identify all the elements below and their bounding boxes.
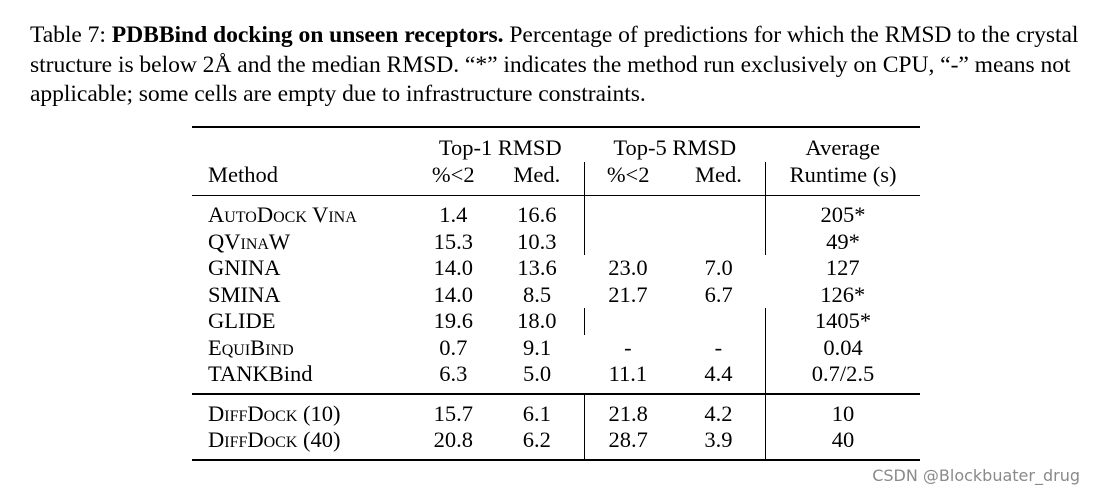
top5-pct-cell: 23.0 <box>608 255 648 280</box>
header-top1-med: Med. <box>490 161 585 196</box>
runtime-cell: 1405* <box>814 308 872 333</box>
top5-med-cell: 4.4 <box>671 361 767 394</box>
method-cell: SMINA <box>208 281 281 307</box>
table-row: QVinaW 15.3 10.3 49* <box>192 228 920 256</box>
table-row: TANKBind 6.3 5.0 11.1 4.4 0.7/2.5 <box>192 361 920 394</box>
top1-med-cell: 9.1 <box>522 334 552 360</box>
top1-pct-cell: 14.0 <box>433 281 473 307</box>
runtime-cell: 205* <box>820 202 866 227</box>
header-runtime-bottom: Runtime (s) <box>789 161 897 187</box>
caption-label: Table 7: <box>30 22 106 48</box>
top1-pct-cell: 15.3 <box>433 228 473 254</box>
top5-med-cell: - <box>671 334 767 361</box>
table-row: EquiBind 0.7 9.1 - - 0.04 <box>192 334 920 361</box>
top1-pct-cell: 19.6 <box>433 308 473 333</box>
top5-med-cell: 7.0 <box>704 255 733 280</box>
watermark: CSDN @Blockbuater_drug <box>872 466 1080 485</box>
results-table: Top-1 RMSD Top-5 RMSD Average Method %<2… <box>192 126 920 461</box>
top5-pct-cell: 11.1 <box>608 361 648 386</box>
method-cell: TANKBind <box>192 361 416 394</box>
table-caption: Table 7: PDBBind docking on unseen recep… <box>30 21 1090 110</box>
header-method: Method <box>208 161 278 187</box>
runtime-cell: 0.7/2.5 <box>811 361 875 386</box>
top1-med-cell: 8.5 <box>522 281 552 307</box>
table-row: GNINA 14.0 13.6 23.0 7.0 127 <box>192 255 920 282</box>
runtime-cell: 127 <box>825 255 860 280</box>
top1-med-cell: 13.6 <box>517 255 557 280</box>
top5-pct-cell: 21.8 <box>608 400 648 426</box>
top1-med-cell: 16.6 <box>490 195 585 229</box>
top5-pct-cell: 21.7 <box>608 281 648 307</box>
method-cell: GLIDE <box>208 308 276 333</box>
method-cell: AutoDock Vina <box>208 202 357 227</box>
table-row: DiffDock (10) 15.7 6.1 21.8 4.2 10 <box>192 393 920 427</box>
top1-med-cell: 6.1 <box>490 393 585 427</box>
top5-pct-cell: 28.7 <box>608 427 648 452</box>
method-cell: DiffDock (10) <box>208 400 341 426</box>
top1-pct-cell: 0.7 <box>439 334 468 360</box>
header-top5-med: Med. <box>671 161 767 196</box>
top1-pct-cell: 14.0 <box>433 255 473 280</box>
top5-pct-cell <box>584 196 672 229</box>
runtime-cell: 10 <box>831 400 855 426</box>
top1-med-cell: 6.2 <box>490 427 585 460</box>
caption-text: Percentage of predictions for which the … <box>30 22 1079 107</box>
top1-pct-cell: 1.4 <box>439 202 468 227</box>
header-top1-group: Top-1 RMSD <box>438 135 562 160</box>
header-top5-group: Top-5 RMSD <box>613 135 737 160</box>
method-cell: GNINA <box>208 255 281 280</box>
table-row: DiffDock (40) 20.8 6.2 28.7 3.9 40 <box>192 427 920 460</box>
top5-pct-cell <box>584 229 672 256</box>
top1-med-cell: 10.3 <box>490 228 585 255</box>
top1-med-cell: 5.0 <box>522 361 552 386</box>
header-top5-pct: %<2 <box>606 161 650 187</box>
header-row-1: Top-1 RMSD Top-5 RMSD Average <box>192 127 920 162</box>
method-cell: QVinaW <box>208 228 291 254</box>
top1-pct-cell: 20.8 <box>433 427 473 452</box>
top5-pct-cell <box>584 308 672 335</box>
runtime-cell: 0.04 <box>823 334 863 360</box>
top1-pct-cell: 15.7 <box>433 400 473 426</box>
header-row-2: Method %<2 Med. %<2 Med. Runtime (s) <box>192 161 920 196</box>
header-runtime-top: Average <box>805 135 881 160</box>
runtime-cell: 40 <box>831 427 855 452</box>
header-empty <box>192 127 416 162</box>
table-row: GLIDE 19.6 18.0 1405* <box>192 308 920 335</box>
table-row: AutoDock Vina 1.4 16.6 205* <box>192 195 920 229</box>
top5-med-cell: 4.2 <box>671 393 767 427</box>
caption-title: PDBBind docking on unseen receptors. <box>111 22 504 48</box>
table-row: SMINA 14.0 8.5 21.7 6.7 126* <box>192 282 920 309</box>
top5-med-cell <box>671 308 767 335</box>
method-cell: DiffDock (40) <box>208 427 341 452</box>
top5-med-cell: 3.9 <box>671 427 767 460</box>
top5-pct-cell: - <box>624 334 632 360</box>
method-text: TANKBind <box>208 361 313 386</box>
top1-pct-cell: 6.3 <box>439 361 468 386</box>
method-cell: EquiBind <box>208 334 294 360</box>
runtime-cell: 49* <box>826 228 860 254</box>
top5-med-cell <box>671 228 767 255</box>
runtime-cell: 126* <box>820 281 866 307</box>
header-top1-pct: %<2 <box>431 161 475 187</box>
top1-med-cell: 18.0 <box>490 308 585 335</box>
top5-med-cell: 6.7 <box>704 281 733 307</box>
top5-med-cell <box>671 195 767 229</box>
